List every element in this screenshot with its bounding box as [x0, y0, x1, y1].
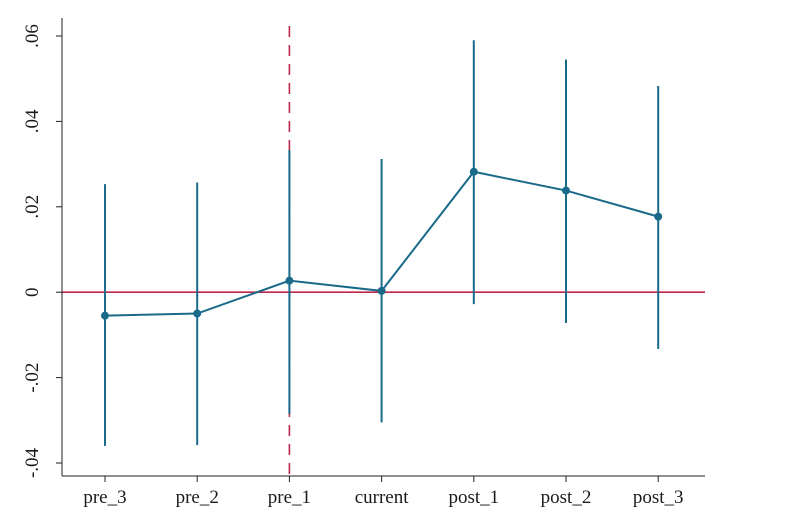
x-axis-ticks: pre_3 pre_2 pre_1 current post_1 post_2 post_3 — [83, 476, 684, 508]
x-tick-label: post_3 — [633, 487, 684, 508]
y-tick-label: -.02 — [22, 363, 43, 393]
estimate-point — [654, 212, 663, 221]
estimate-point — [193, 309, 202, 318]
estimate-point — [101, 311, 109, 320]
confidence-intervals — [104, 40, 660, 446]
reference-lines — [62, 26, 705, 476]
estimate-points — [101, 167, 663, 320]
x-tick-label: current — [355, 487, 410, 508]
axes — [61, 18, 705, 477]
estimate-point — [469, 167, 478, 176]
estimate-point — [285, 276, 294, 285]
y-axis-ticks: .06 .04 .02 0 -.02 -.04 — [22, 24, 62, 478]
x-tick-label: post_1 — [448, 487, 499, 508]
y-tick-label: .06 — [22, 24, 43, 48]
y-tick-label: -.04 — [22, 447, 43, 478]
x-tick-label: pre_3 — [83, 487, 126, 508]
estimate-point — [377, 286, 386, 295]
y-tick-label: 0 — [22, 287, 43, 297]
x-tick-label: pre_1 — [268, 487, 311, 508]
x-tick-label: pre_2 — [176, 487, 219, 508]
y-tick-label: .02 — [22, 195, 43, 219]
estimate-point — [562, 186, 570, 195]
y-tick-label: .04 — [22, 109, 43, 133]
x-tick-label: post_2 — [541, 487, 592, 508]
